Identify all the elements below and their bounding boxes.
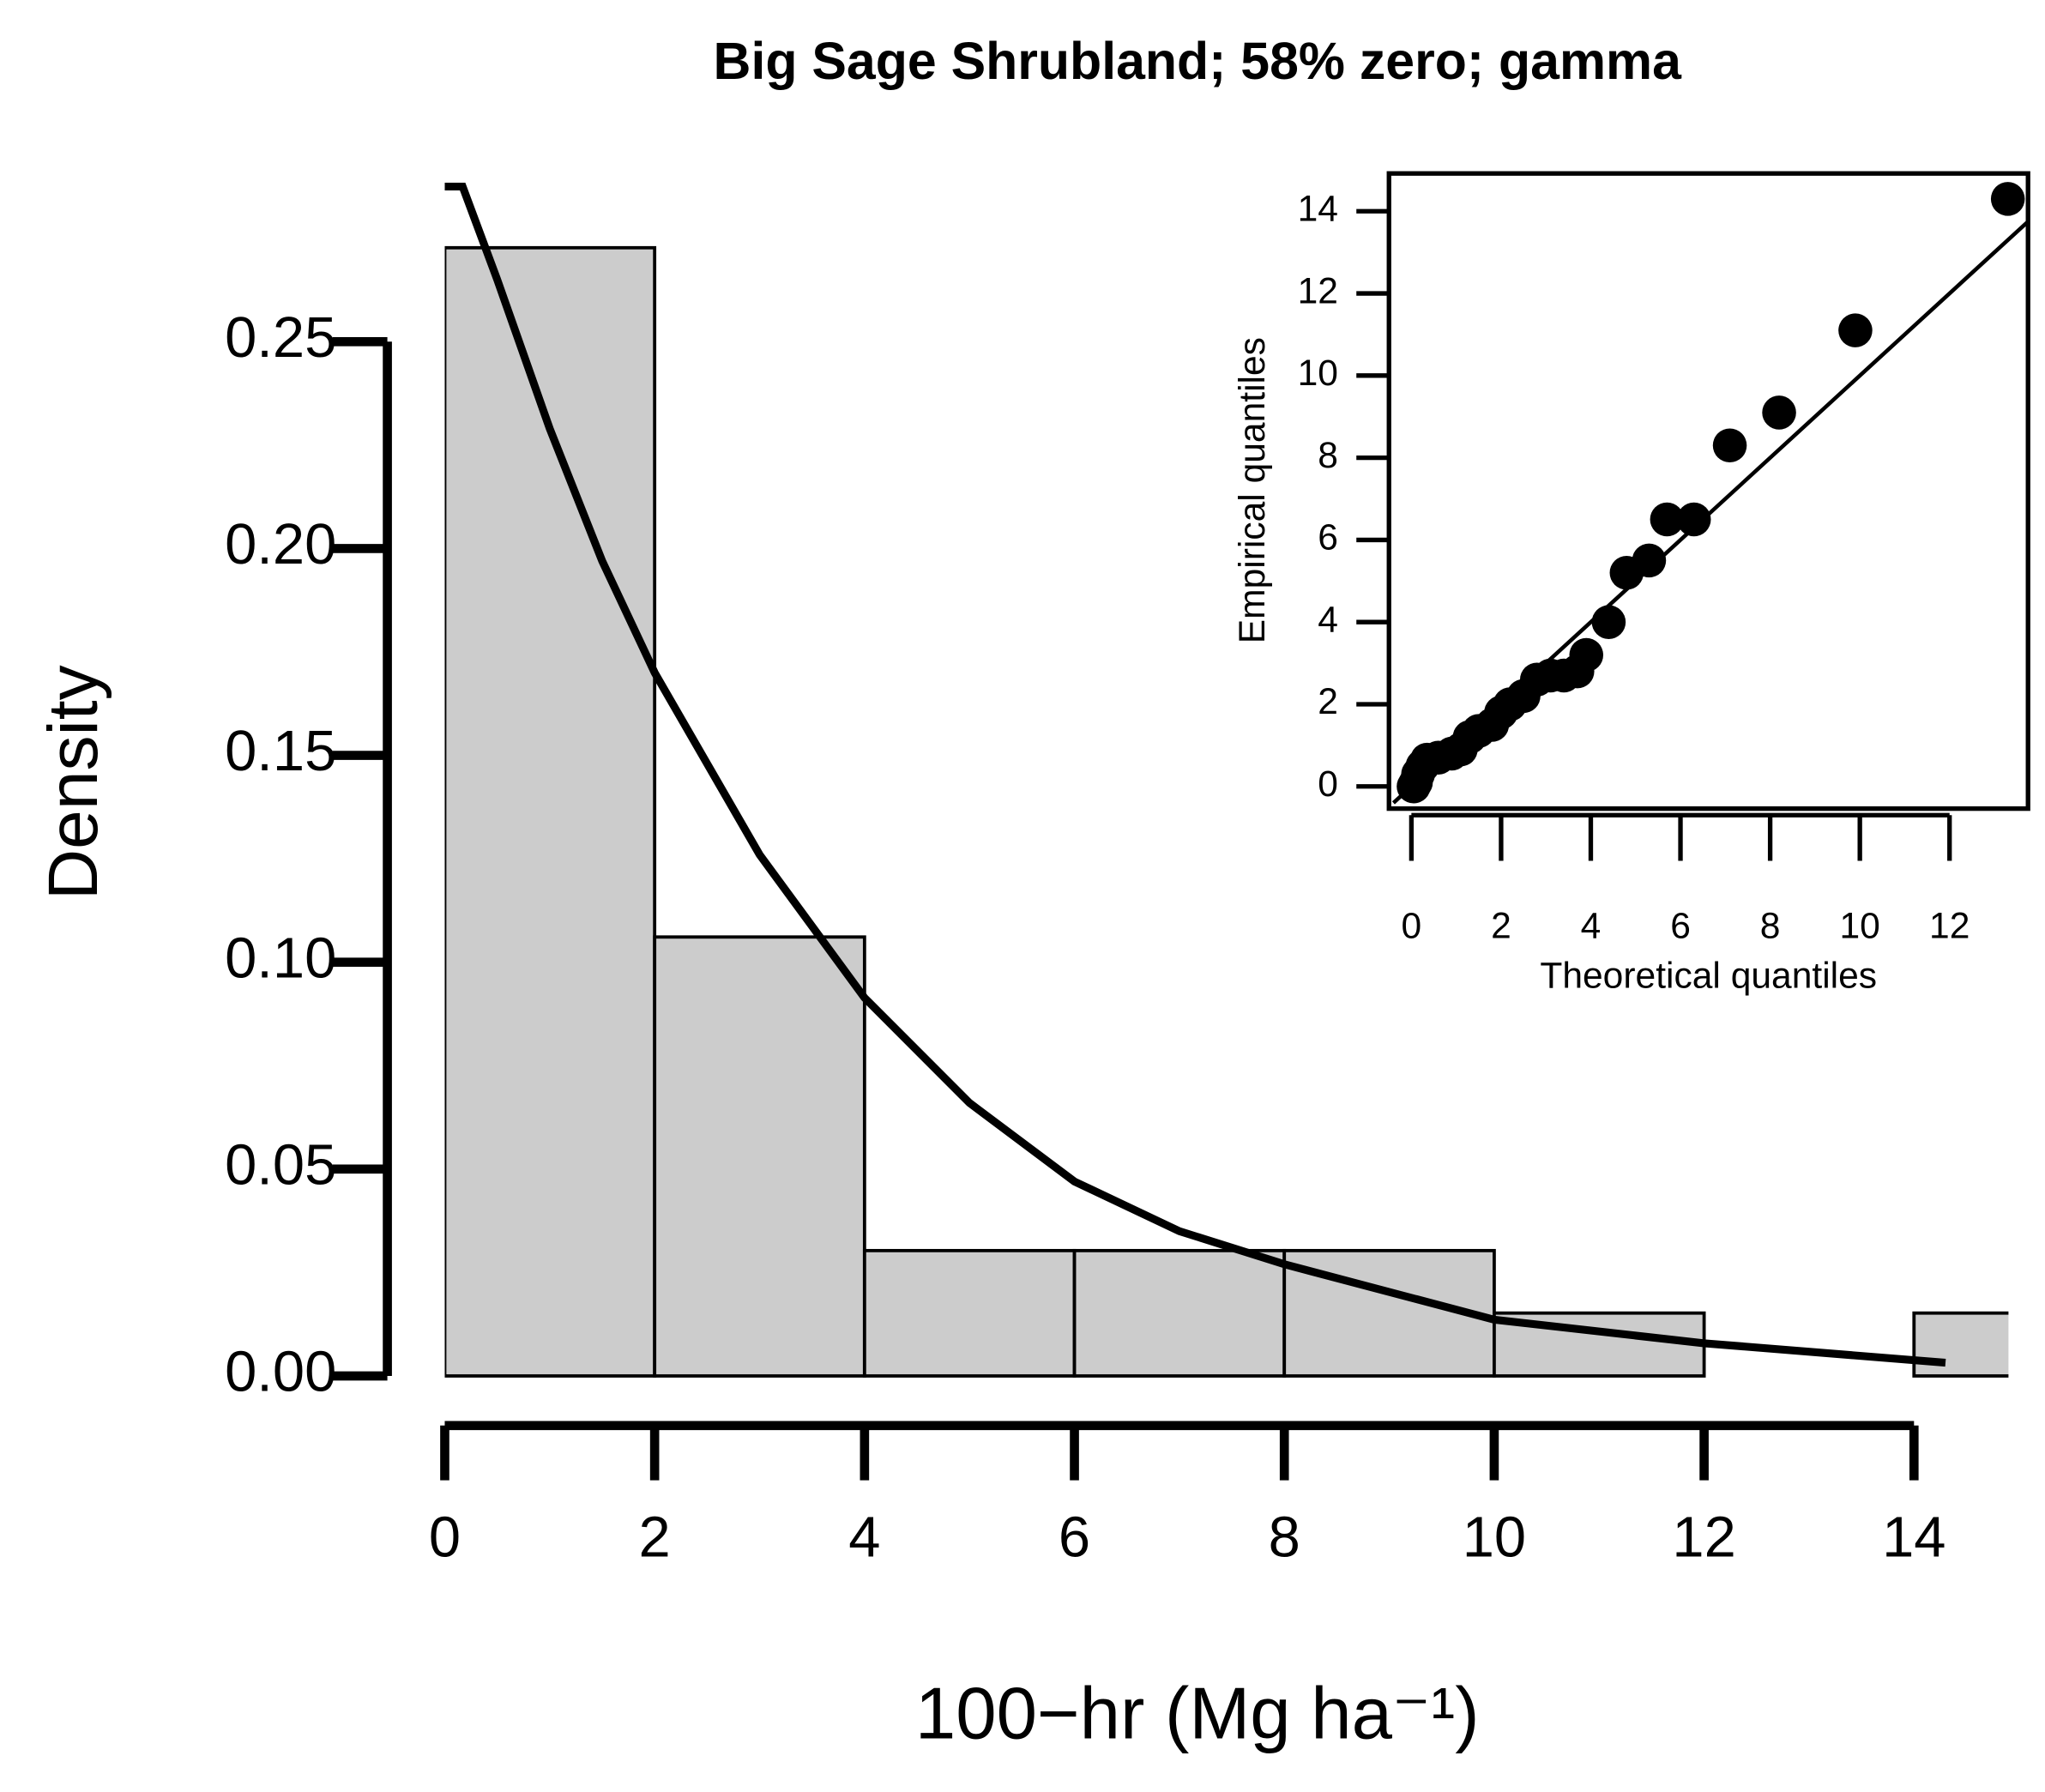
y-tick-label: 0.00 bbox=[225, 1340, 336, 1404]
y-tick-label: 0.15 bbox=[225, 719, 336, 783]
inset-x-tick-label: 2 bbox=[1491, 906, 1511, 947]
bar bbox=[862, 1248, 1077, 1378]
inset-y-tick-label: 2 bbox=[1318, 681, 1338, 722]
x-tick-label: 2 bbox=[639, 1505, 671, 1570]
point bbox=[1676, 502, 1711, 537]
y-tick-label: 0.25 bbox=[225, 305, 336, 370]
x-axis-label: 100−hr (Mg ha⁻¹) bbox=[915, 1673, 1480, 1754]
bar bbox=[1912, 1311, 2009, 1378]
inset-y-tick-label: 0 bbox=[1318, 763, 1338, 805]
chart-title: Big Sage Shrubland; 58% zero; gamma bbox=[714, 32, 1683, 90]
x-tick-label: 0 bbox=[429, 1505, 461, 1570]
x-tick-label: 4 bbox=[848, 1505, 880, 1570]
inset-x-axis-label: Theoretical quantiles bbox=[1540, 956, 1877, 997]
point bbox=[1762, 395, 1796, 430]
density-curve bbox=[444, 182, 1946, 1367]
inset-x-tick-label: 12 bbox=[1929, 906, 1970, 947]
inset-y-axis-label: Empirical quantiles bbox=[1232, 337, 1273, 643]
inset-y-tick-label: 4 bbox=[1318, 599, 1338, 640]
inset-y-tick-label: 8 bbox=[1318, 435, 1338, 476]
y-tick-label: 0.20 bbox=[225, 512, 336, 576]
inset-y-tick-label: 6 bbox=[1318, 517, 1338, 558]
point bbox=[1712, 428, 1747, 463]
x-tick-label: 10 bbox=[1463, 1505, 1526, 1570]
x-tick-label: 8 bbox=[1269, 1505, 1300, 1570]
point bbox=[1838, 313, 1873, 347]
inset-y-tick-label: 12 bbox=[1298, 270, 1338, 311]
point bbox=[1632, 543, 1667, 578]
inset-x-tick-label: 4 bbox=[1581, 906, 1602, 947]
x-tick-label: 6 bbox=[1059, 1505, 1090, 1570]
inset-x-tick-label: 0 bbox=[1402, 906, 1422, 947]
inset-x-tick-label: 6 bbox=[1670, 906, 1691, 947]
point bbox=[1650, 502, 1685, 537]
inset-y-tick-label: 10 bbox=[1298, 353, 1338, 394]
inset-frame bbox=[1386, 171, 2030, 812]
x-tick-label: 12 bbox=[1672, 1505, 1735, 1570]
point bbox=[1569, 637, 1604, 673]
x-tick-label: 14 bbox=[1882, 1505, 1945, 1570]
inset-y-tick-label: 14 bbox=[1298, 189, 1338, 230]
bar bbox=[1072, 1248, 1287, 1378]
y-axis-label: Density bbox=[34, 665, 112, 900]
bar bbox=[653, 935, 866, 1378]
point bbox=[1990, 182, 2025, 216]
inset-x-tick-label: 8 bbox=[1760, 906, 1781, 947]
inset-x-tick-label: 10 bbox=[1839, 906, 1879, 947]
plot-area bbox=[444, 182, 2009, 1378]
point bbox=[1591, 605, 1626, 639]
y-tick-label: 0.10 bbox=[225, 926, 336, 990]
y-tick-label: 0.05 bbox=[225, 1133, 336, 1198]
